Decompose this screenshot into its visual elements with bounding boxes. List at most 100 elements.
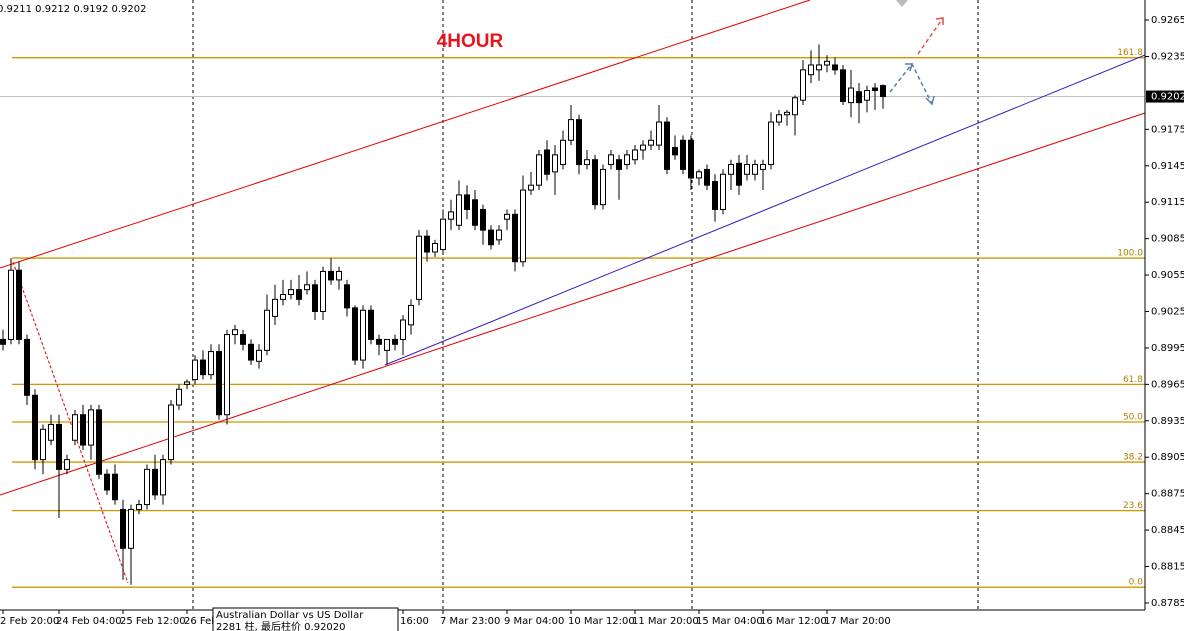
candle-body: [488, 229, 494, 246]
y-tick-label: 0.9055: [1151, 270, 1184, 281]
trend-line: [384, 54, 1146, 366]
candle-body: [704, 168, 710, 186]
candle-body: [280, 293, 286, 300]
candle-body: [696, 171, 702, 179]
candle-body: [552, 154, 558, 173]
candle-body: [408, 304, 414, 326]
y-tick-label: 0.8995: [1151, 343, 1184, 354]
fib-label: 38.2: [1123, 453, 1143, 463]
candle-body: [744, 164, 750, 175]
x-tick-label: 26 Feb: [184, 616, 218, 627]
y-tick-label: 0.9085: [1151, 234, 1184, 245]
candle-body: [768, 121, 774, 166]
fib-label: 161.8: [1117, 48, 1143, 58]
tooltip-line: Australian Dollar vs US Dollar: [216, 610, 364, 621]
candle-body: [624, 154, 630, 166]
candle-body: [816, 64, 822, 71]
candle-body: [64, 459, 70, 470]
candle-body: [224, 334, 230, 416]
fib-anchor: [12, 261, 129, 584]
candle-body: [376, 338, 382, 345]
axis-labels: 0.9265 0.9235 0.9175 0.9145 0.9115 0.9085 0.90…: [0, 15, 1184, 627]
x-tick-label: 25 Feb 12:00: [120, 616, 186, 627]
marker: [896, 0, 908, 7]
candle-body: [608, 154, 614, 166]
candle-body: [160, 459, 166, 496]
candle-body: [232, 329, 238, 336]
candle-body: [208, 351, 214, 376]
candle-body: [16, 269, 22, 340]
candle-body: [792, 97, 798, 116]
candle-body: [360, 309, 366, 361]
x-tick-label: 16 Mar 12:00: [760, 616, 827, 627]
tooltip: Australian Dollar vs US Dollar 2281 柱, 最…: [212, 607, 399, 631]
candle-body: [384, 338, 390, 351]
candle-body: [640, 144, 646, 151]
candle-body: [688, 139, 694, 179]
candle-body: [520, 189, 526, 263]
candle-body: [176, 388, 182, 406]
candle-body: [856, 91, 862, 104]
candle-body: [592, 159, 598, 206]
candle-body: [616, 159, 622, 170]
candle-body: [664, 121, 670, 170]
candles: [0, 44, 886, 585]
tooltip-line: 2281 柱, 最后柱价 0.92020: [216, 620, 346, 631]
candle-body: [840, 69, 846, 102]
candle-body: [320, 270, 326, 312]
candle-body: [464, 194, 470, 210]
x-tick-label: 7 Mar 23:00: [440, 616, 500, 627]
candle-body: [848, 87, 854, 104]
y-tick-label: 0.8905: [1151, 452, 1184, 463]
y-tick-label: 0.9175: [1151, 124, 1184, 135]
candle-body: [760, 164, 766, 170]
candle-body: [216, 351, 222, 416]
candle-body: [456, 194, 462, 226]
candle-body: [440, 218, 446, 251]
candle-body: [112, 473, 118, 501]
fib-label: 61.8: [1123, 375, 1143, 385]
candle-body: [808, 64, 814, 76]
candle-body: [736, 162, 742, 186]
candle-body: [192, 359, 198, 381]
candle-body: [168, 404, 174, 461]
fib-levels: 161.8 100.0 61.8 50.0 38.2 23.6 0.0: [0, 48, 1145, 588]
candle-body: [80, 414, 86, 446]
candle-body: [784, 111, 790, 116]
x-tick-label: 10 Mar 12:00: [568, 616, 635, 627]
candle-body: [480, 208, 486, 231]
candle-body: [56, 423, 62, 470]
y-tick-label: 0.8785: [1151, 598, 1184, 609]
candle-body: [248, 343, 254, 361]
candle-body: [568, 119, 574, 141]
y-tick-label: 0.9115: [1151, 197, 1184, 208]
candle-body: [128, 508, 134, 549]
candle-body: [344, 284, 350, 309]
candle-body: [240, 334, 246, 345]
arrow-head: [925, 95, 935, 106]
y-tick-label: 0.8815: [1151, 562, 1184, 573]
candle-body: [672, 147, 678, 156]
y-tick-label: 0.9265: [1151, 15, 1184, 26]
y-tick-label: 0.8875: [1151, 489, 1184, 500]
candle-body: [528, 184, 534, 191]
candle-body: [336, 270, 342, 281]
candle-body: [680, 139, 686, 170]
candle-body: [352, 307, 358, 361]
arrow-path: [917, 17, 944, 55]
candle-body: [32, 394, 38, 461]
candle-body: [880, 85, 886, 98]
x-tick-label: 17 Mar 20:00: [824, 616, 891, 627]
candle-body: [104, 473, 110, 491]
candle-body: [632, 149, 638, 161]
y-tick-label: 0.9145: [1151, 161, 1184, 172]
candle-body: [776, 114, 782, 123]
candle-body: [24, 338, 30, 396]
candle-body: [824, 60, 830, 66]
candle-body: [120, 508, 126, 549]
x-tick-label: 16:00: [400, 616, 429, 627]
candle-body: [184, 381, 190, 385]
candle-body: [432, 242, 438, 253]
x-tick-label: 9 Mar 04:00: [504, 616, 564, 627]
